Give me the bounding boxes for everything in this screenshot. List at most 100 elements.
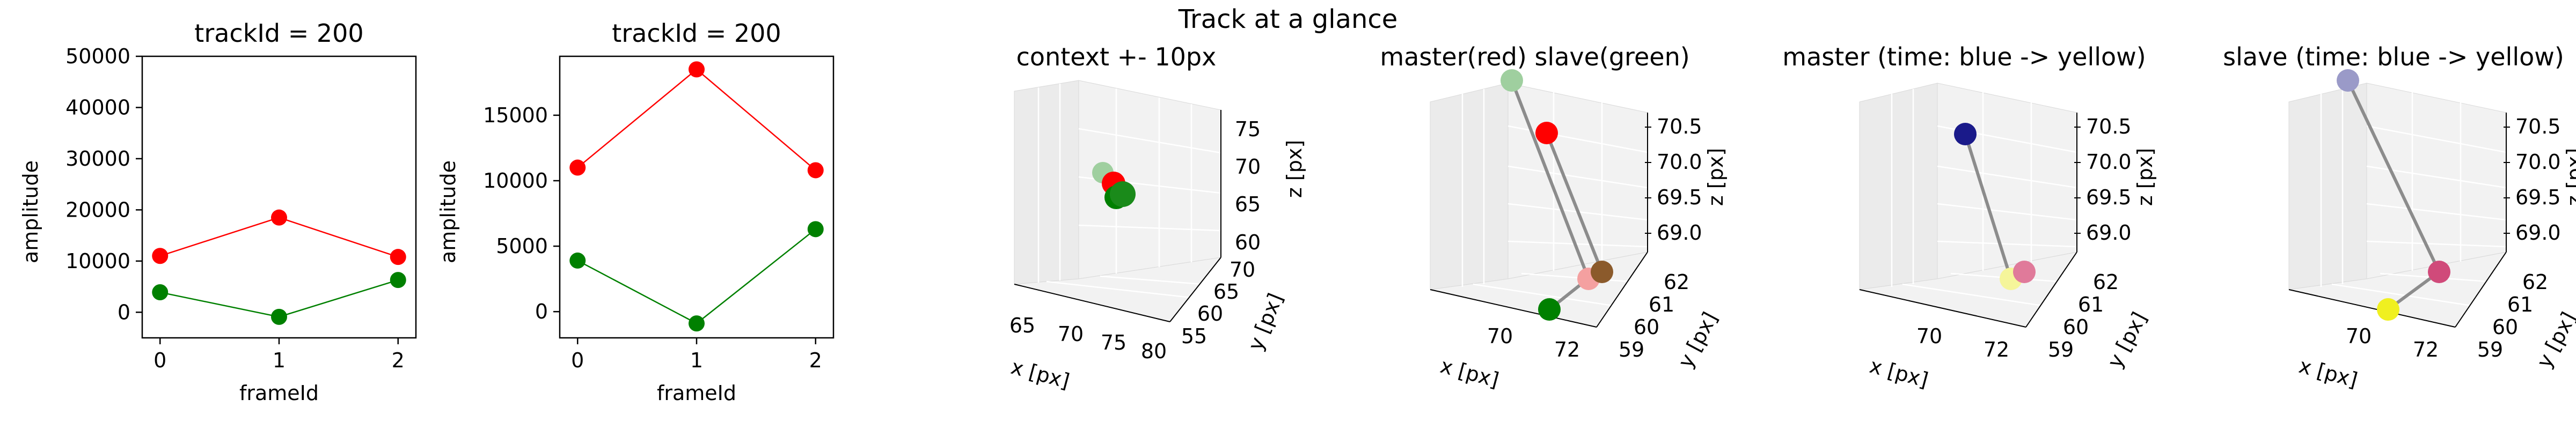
chart-1-ytick-label: 40000: [65, 95, 130, 119]
chart-3-point: [1110, 181, 1136, 207]
chart-6-zlabel: z [px]: [2563, 148, 2576, 206]
chart-1-frame: [141, 55, 417, 339]
chart-4-xaxis: [1430, 289, 1597, 328]
chart-6-yaxis: [2455, 252, 2507, 328]
chart-2-ytick-label: 0: [535, 300, 548, 323]
chart-1-point: [271, 209, 287, 226]
chart-2-point: [689, 315, 705, 332]
chart-1-xtick-label: 0: [153, 349, 166, 372]
chart-2-point: [807, 221, 824, 238]
chart-6-ztick-label: 69.5: [2515, 186, 2561, 209]
chart-6-ytick-label: 59: [2477, 338, 2503, 361]
chart-6-xtick-label: 72: [2413, 338, 2439, 361]
chart-4-title: master(red) slave(green): [1380, 42, 1689, 71]
chart-3-marks: [1092, 162, 1136, 209]
chart-4-grid: [1473, 283, 1613, 307]
chart-1-xtick-label: 2: [392, 349, 405, 372]
figure-suptitle: Track at a glance: [1178, 4, 1398, 34]
chart-1-point: [390, 249, 406, 265]
chart-1-xlabel: frameId: [239, 381, 319, 405]
chart-4-point: [1535, 122, 1558, 144]
chart-2-series-line: [577, 68, 816, 171]
chart-2-marks: 0 1 2 0 5000 10000 15000: [483, 61, 824, 372]
chart-2-ytick-label: 15000: [483, 103, 548, 127]
chart-4-track-line: [1545, 132, 1604, 273]
chart-4-point: [1538, 298, 1561, 321]
chart-2-ytick-label: 10000: [483, 169, 548, 193]
chart-6-xaxis: [2288, 289, 2456, 328]
chart-2-point: [569, 159, 586, 176]
chart-5-track-line: [1964, 134, 2012, 279]
chart-4-ztick-label: 70.0: [1657, 150, 1702, 174]
chart-1-ytick-label: 30000: [65, 147, 130, 171]
chart-4-ylabel: y [px]: [1673, 308, 1722, 372]
chart-4-yaxis: [1596, 252, 1648, 328]
chart-5-grid: [1937, 203, 2077, 221]
chart-5-zlabel: z [px]: [2133, 148, 2157, 206]
chart-5-pane-left: [1859, 83, 1938, 290]
chart-6-ytick-label: 61: [2507, 293, 2533, 316]
chart-1-ylabel: amplitude: [19, 160, 42, 263]
chart-6-pane-left: [2288, 83, 2367, 290]
chart-4-xlabel: x [px]: [1438, 354, 1501, 392]
chart-3-xtick: 65: [1009, 314, 1035, 337]
chart-2-xtick-label: 2: [809, 349, 822, 372]
chart-6-point: [2337, 69, 2359, 92]
chart-4-grid: [1521, 272, 1629, 283]
chart-3-ztick: 70: [1235, 155, 1261, 179]
chart-1-ytick-label: 50000: [65, 45, 130, 68]
chart-3-ytick: 55: [1181, 324, 1207, 348]
chart-6-point: [2428, 261, 2450, 283]
chart-3-zlabel: z [px]: [1283, 140, 1306, 198]
chart-4-zlabel: z [px]: [1704, 148, 1728, 206]
chart-6-grid: [2366, 203, 2507, 221]
chart-5-ztick-label: 69.0: [2086, 221, 2132, 245]
chart-1-point: [152, 284, 169, 301]
chart-6-pane-back: [2366, 83, 2507, 279]
chart-5-xtick-label: 72: [1984, 338, 2009, 361]
chart-5-grid: [1937, 165, 2077, 189]
chart-5-grid: [1937, 240, 2077, 248]
chart-2-series-line: [577, 228, 816, 324]
chart-4-ztick-label: 70.5: [1657, 115, 1702, 138]
chart-1-point: [390, 272, 406, 289]
chart-2-frame: [559, 55, 835, 339]
chart-1-xtick-label: 1: [273, 349, 286, 372]
chart-5-point: [2013, 261, 2036, 283]
chart-4-ztick-label: 69.5: [1657, 186, 1702, 209]
chart-5-point: [1954, 123, 1977, 145]
chart-2-point: [807, 162, 824, 179]
chart-4-ytick-label: 62: [1664, 270, 1689, 294]
chart-4-point: [1501, 69, 1523, 92]
chart-1-marks: 0 1 2 0 10000 20000 30000 40000 50000: [65, 45, 406, 372]
chart-6-grid: [2366, 240, 2507, 248]
chart-4-xtick-label: 72: [1554, 338, 1580, 361]
chart-3-ztick: 65: [1235, 193, 1261, 216]
chart-6-ylabel: y [px]: [2532, 308, 2576, 372]
chart-4-point: [1591, 261, 1613, 283]
chart-6-ytick-label: 62: [2522, 270, 2548, 294]
chart-5-ytick-label: 61: [2078, 293, 2104, 316]
chart-4-xtick-label: 70: [1487, 324, 1513, 348]
chart-3-ztick: 60: [1235, 231, 1261, 254]
chart-3-ylabel: y [px]: [1243, 290, 1287, 354]
chart-6-ztick-label: 70.5: [2515, 115, 2561, 138]
chart-1-ytick-label: 0: [118, 300, 130, 324]
chart-5-ytick-label: 59: [2048, 338, 2074, 361]
chart-5-yaxis: [2025, 252, 2077, 328]
chart-6-grid: [2366, 125, 2507, 153]
chart-2-ylabel: amplitude: [436, 160, 460, 263]
chart-3-ztick: 75: [1235, 117, 1261, 141]
chart-2-xtick-label: 0: [571, 349, 584, 372]
chart-2-title: trackId = 200: [612, 19, 781, 48]
chart-1-ytick-label: 20000: [65, 198, 130, 221]
chart-3-ytick: 65: [1213, 280, 1239, 304]
chart-5-ztick-label: 69.5: [2086, 186, 2132, 209]
chart-3-title: context +- 10px: [1016, 42, 1217, 71]
chart-6: slave (time: blue -> yellow) 69.0 69.5 70.…: [2223, 42, 2576, 392]
chart-2-xtick-label: 1: [690, 349, 703, 372]
chart-5-title: master (time: blue -> yellow): [1782, 42, 2146, 71]
chart-6-point: [2377, 298, 2399, 321]
chart-4-grid: [1507, 240, 1648, 248]
